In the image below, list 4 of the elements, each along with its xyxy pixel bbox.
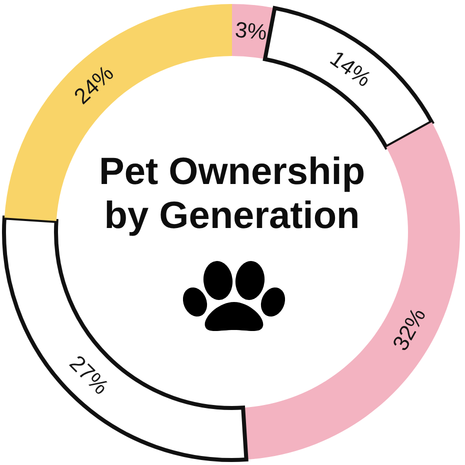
- data-label: 32%: [387, 304, 431, 355]
- data-label: 3%: [234, 16, 268, 45]
- data-label: 14%: [326, 46, 376, 92]
- text: Pet Ownership by Generation: [98, 150, 366, 238]
